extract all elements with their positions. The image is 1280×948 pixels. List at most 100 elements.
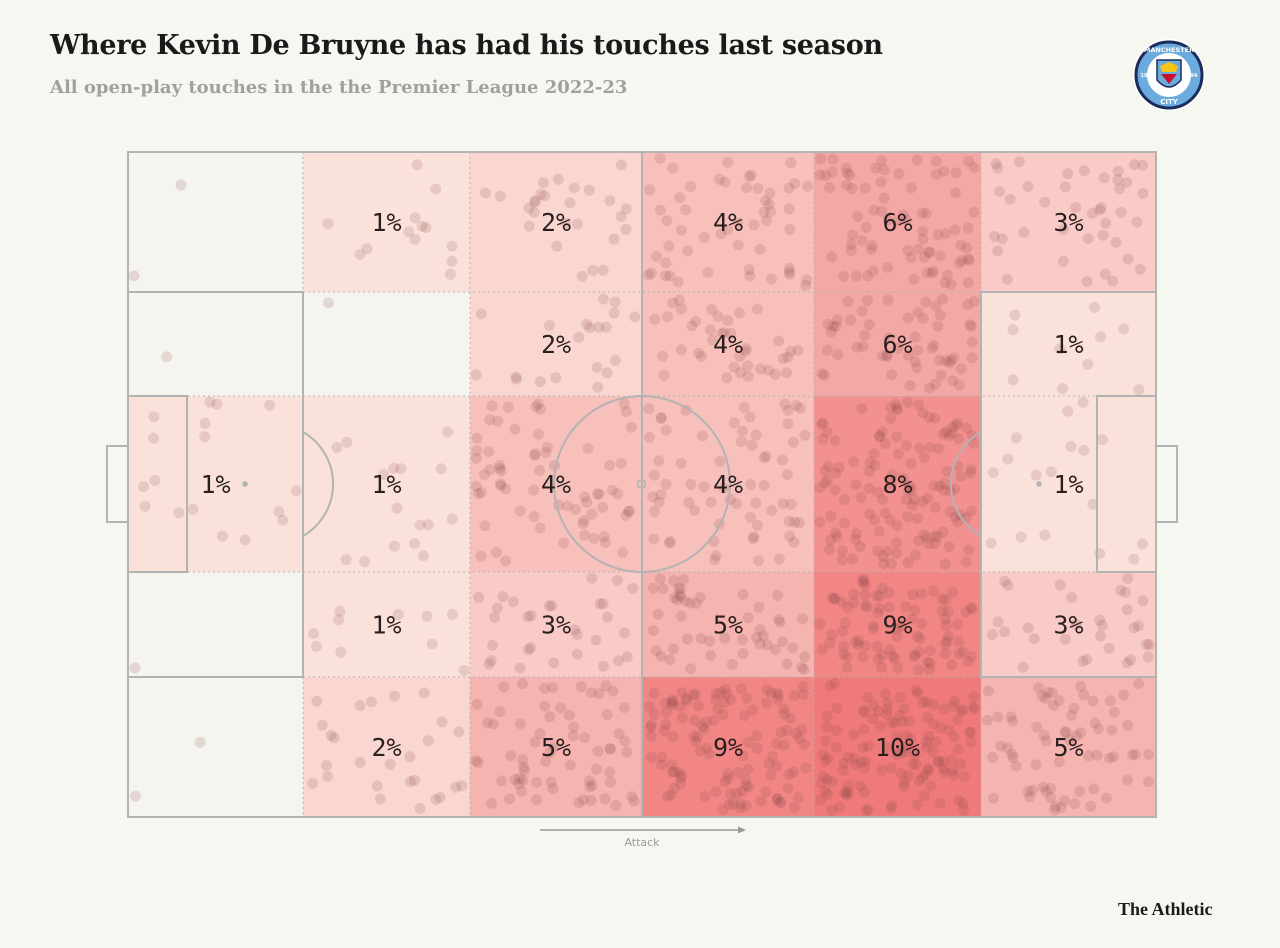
touch-dot xyxy=(902,244,914,256)
touch-dot xyxy=(695,350,707,362)
touch-dot xyxy=(648,625,659,636)
touch-dot xyxy=(430,183,442,195)
touch-dot xyxy=(583,184,595,196)
touch-dot xyxy=(801,274,813,286)
touch-dot xyxy=(674,589,686,601)
left-penalty-arc xyxy=(302,431,335,537)
touch-dot xyxy=(859,762,871,774)
touch-dot xyxy=(891,537,903,549)
touch-dot xyxy=(898,703,910,715)
touch-dot xyxy=(686,320,698,332)
touch-dot xyxy=(139,500,151,512)
touch-dot xyxy=(1133,384,1145,396)
touch-dot xyxy=(899,741,911,753)
touch-dot xyxy=(579,491,591,503)
touch-dot xyxy=(509,774,521,786)
touch-dot xyxy=(1122,719,1134,731)
touch-dot xyxy=(661,311,673,323)
touch-dot xyxy=(918,251,930,263)
touch-dot xyxy=(903,484,914,496)
touch-dot xyxy=(1141,638,1153,650)
touch-dot xyxy=(962,253,974,265)
touch-dot xyxy=(821,774,833,786)
touch-dot xyxy=(656,412,667,424)
touch-dot xyxy=(965,736,977,748)
touch-dot xyxy=(1115,584,1127,596)
touch-dot xyxy=(1103,752,1115,764)
touch-dot xyxy=(1129,748,1141,760)
touch-dot xyxy=(930,300,942,312)
touch-dot xyxy=(864,456,876,468)
touch-dot xyxy=(967,701,979,713)
touch-dot xyxy=(627,583,639,594)
touch-dot xyxy=(546,600,558,612)
touch-dot xyxy=(1121,657,1133,669)
touch-dot xyxy=(796,724,808,735)
touch-dot xyxy=(719,632,731,644)
touch-dot xyxy=(545,776,557,788)
touch-dot xyxy=(955,363,967,375)
touch-dot xyxy=(722,773,734,785)
touch-dot xyxy=(876,426,888,438)
zone-percentage: 6% xyxy=(882,208,912,237)
touch-dot xyxy=(592,745,604,757)
touch-dot xyxy=(604,743,616,755)
touch-dot xyxy=(531,776,543,788)
touch-dot xyxy=(655,489,667,500)
touch-dot xyxy=(755,795,767,807)
touch-dot xyxy=(822,788,834,800)
touch-dot xyxy=(909,649,921,661)
touch-dot xyxy=(494,706,506,718)
touch-dot xyxy=(644,184,656,196)
touch-dot xyxy=(831,531,843,543)
touch-dot xyxy=(955,471,967,482)
touch-dot xyxy=(882,294,894,306)
touch-dot xyxy=(763,364,775,376)
chart-title: Where Kevin De Bruyne has had his touche… xyxy=(50,30,883,61)
touch-dot xyxy=(620,406,632,418)
touch-dot xyxy=(422,519,434,531)
touch-dot xyxy=(1048,699,1059,711)
heatmap-zone xyxy=(128,396,303,572)
touch-dot xyxy=(1097,229,1109,241)
touch-dot xyxy=(675,772,687,784)
touch-dot xyxy=(409,538,420,549)
touch-dot xyxy=(697,430,708,442)
touch-dot xyxy=(649,506,660,518)
touch-dot xyxy=(1006,748,1018,760)
touch-dot xyxy=(204,396,216,408)
touch-dot xyxy=(895,620,907,632)
zone-percentage: 4% xyxy=(541,470,571,499)
touch-dot xyxy=(758,480,770,491)
touch-dot xyxy=(751,632,763,644)
touch-dot xyxy=(740,800,752,812)
touch-dot xyxy=(823,543,835,555)
touch-dot xyxy=(584,781,596,793)
touch-dot xyxy=(675,610,687,622)
touch-dot xyxy=(825,510,837,522)
touch-dot xyxy=(1078,689,1090,701)
touch-dot xyxy=(878,164,890,176)
touch-dot xyxy=(953,257,965,269)
touch-dot xyxy=(645,730,657,742)
touch-dot xyxy=(956,705,968,717)
touch-dot xyxy=(948,769,959,781)
touch-dot xyxy=(905,182,917,194)
touch-dot xyxy=(966,505,977,517)
touch-dot xyxy=(763,198,775,210)
touch-dot xyxy=(772,694,784,706)
touch-dot xyxy=(799,429,811,441)
touch-dot xyxy=(1077,655,1089,667)
touch-dot xyxy=(798,663,810,675)
touch-dot xyxy=(130,790,141,802)
touch-dot xyxy=(586,572,598,584)
touch-dot xyxy=(891,630,903,642)
touch-dot xyxy=(701,742,713,754)
touch-dot xyxy=(1143,776,1155,788)
touch-dot xyxy=(510,371,522,383)
touch-dot xyxy=(752,183,764,194)
touch-dot xyxy=(898,780,910,792)
touch-dot xyxy=(591,763,602,775)
touch-dot xyxy=(798,738,810,750)
touch-dot xyxy=(956,254,968,266)
